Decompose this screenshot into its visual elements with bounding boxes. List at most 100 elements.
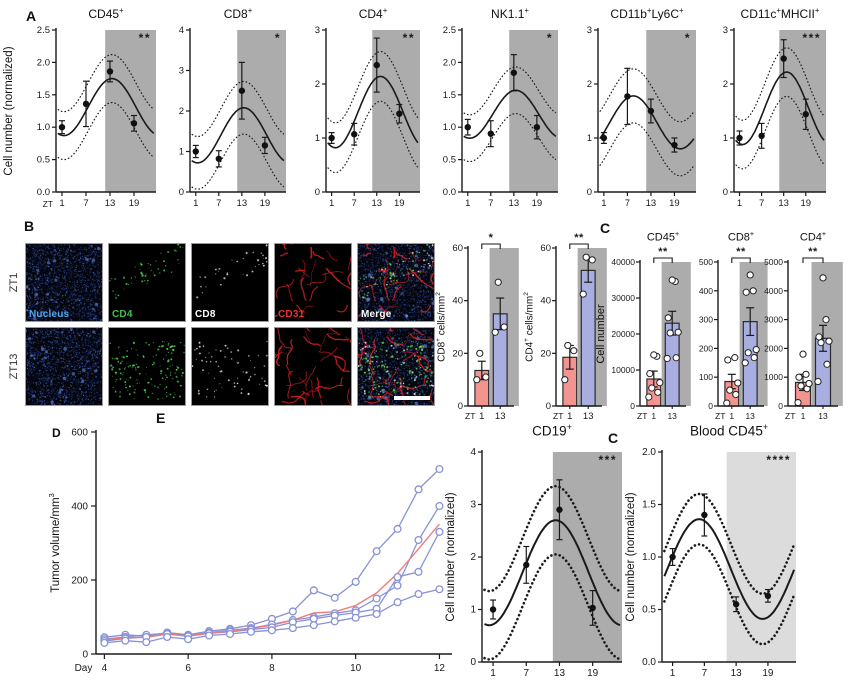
- y-axis-label: Cell number (normalized): [445, 492, 457, 622]
- svg-text:1: 1: [193, 198, 198, 209]
- chart-title: NK1.1+: [491, 6, 529, 21]
- svg-text:20: 20: [540, 348, 551, 359]
- svg-text:4000: 4000: [764, 286, 783, 296]
- svg-text:1: 1: [723, 133, 728, 144]
- svg-text:***: ***: [802, 31, 821, 45]
- chart-cosinor-nk11: 0.0 0.5 1.0 1.5 2.0 2.5 1 7 13 19 * NK1.1+: [430, 4, 562, 216]
- micro-zt1-merge: Merge: [357, 243, 435, 322]
- plot-area: 0.0 0.5 1.0 1.5 2.0 2.5 1 7 13 19 *: [443, 25, 558, 209]
- svg-text:1.0: 1.0: [37, 122, 50, 133]
- micro-zt1-cd31: CD31: [274, 243, 352, 322]
- channel-label-cd31: CD31: [278, 309, 305, 320]
- chart-bars-cd45-count: ** 0 10000 20000 30000 40000 1 13 ZT CD45+ Cell nu…: [594, 228, 694, 424]
- svg-text:0: 0: [470, 657, 476, 668]
- channel-label-merge: Merge: [361, 309, 392, 320]
- svg-text:0.5: 0.5: [443, 155, 456, 166]
- chart-title: CD4+: [799, 230, 827, 244]
- svg-text:19: 19: [260, 198, 271, 209]
- svg-text:*: *: [275, 31, 281, 45]
- svg-text:1.0: 1.0: [642, 552, 656, 563]
- svg-text:7: 7: [523, 668, 529, 679]
- svg-text:1: 1: [59, 198, 64, 209]
- svg-text:***: ***: [598, 453, 617, 467]
- svg-text:19: 19: [669, 198, 680, 209]
- svg-text:****: ****: [766, 453, 791, 467]
- chart-bars-cd4-density: ** 0 20 40 60 1 13 ZT CD4+ cells/mm2: [522, 228, 610, 424]
- svg-text:7: 7: [488, 198, 493, 209]
- svg-text:2: 2: [587, 79, 592, 90]
- svg-text:1: 1: [315, 133, 320, 144]
- svg-text:*: *: [685, 31, 691, 45]
- svg-text:60: 60: [540, 243, 551, 254]
- svg-text:ZT: ZT: [715, 411, 725, 421]
- svg-text:13: 13: [105, 198, 116, 209]
- svg-text:2: 2: [470, 552, 476, 563]
- svg-text:13: 13: [237, 198, 248, 209]
- svg-text:19: 19: [394, 198, 405, 209]
- plot-area: ** 0 1000 2000 3000 4000 5000 1 13 ZT: [764, 246, 843, 421]
- micro-zt1-nucleus: Nucleus: [25, 243, 103, 322]
- micro-zt13-merge: [357, 327, 435, 406]
- micro-zt13-nucleus: [25, 327, 103, 406]
- micro-image: [358, 244, 434, 321]
- svg-text:*: *: [489, 232, 494, 244]
- chart-title: CD45+: [88, 6, 124, 21]
- svg-text:500: 500: [699, 257, 713, 267]
- chart-title: Blood CD45+: [690, 422, 768, 439]
- svg-text:40: 40: [452, 296, 463, 307]
- svg-text:1.5: 1.5: [443, 90, 456, 101]
- svg-text:1: 1: [651, 411, 656, 421]
- chart-cosinor-cd19: 0 1 2 3 4 1 7 13 19 *** CD19+ Cell number (normaliz…: [444, 420, 628, 688]
- svg-text:1: 1: [729, 411, 734, 421]
- svg-text:400: 400: [699, 286, 713, 296]
- svg-text:13: 13: [495, 411, 506, 422]
- plot-area: ** 0 20 40 60 1 13 ZT: [540, 232, 607, 422]
- svg-text:40000: 40000: [611, 257, 635, 267]
- panel-label-d: D: [52, 426, 61, 440]
- svg-text:ZT: ZT: [43, 199, 53, 209]
- svg-text:**: **: [808, 246, 818, 258]
- svg-text:2.5: 2.5: [443, 25, 456, 36]
- svg-text:1.5: 1.5: [642, 500, 656, 511]
- svg-text:40: 40: [540, 296, 551, 307]
- svg-text:7: 7: [83, 198, 88, 209]
- svg-text:1: 1: [737, 198, 742, 209]
- svg-text:13: 13: [554, 668, 566, 679]
- panel-label-a: A: [26, 8, 37, 24]
- micro-image: [275, 244, 351, 321]
- svg-text:1: 1: [567, 411, 572, 422]
- svg-text:ZT: ZT: [553, 411, 563, 421]
- svg-text:3: 3: [315, 25, 320, 36]
- micro-image: [192, 328, 268, 405]
- svg-text:1: 1: [470, 605, 476, 616]
- svg-text:1.5: 1.5: [37, 90, 50, 101]
- svg-text:1: 1: [490, 668, 496, 679]
- svg-text:7: 7: [352, 198, 357, 209]
- micro-image: [26, 328, 102, 405]
- svg-text:2.0: 2.0: [443, 57, 456, 68]
- micro-zt1-cd4: CD4: [108, 243, 186, 322]
- chart-title: CD8+: [727, 230, 755, 244]
- svg-text:7: 7: [625, 198, 630, 209]
- chart-cosinor-cd11b-ly6c: 0 1 2 3 1 7 13 19 * CD11b+Ly6C+: [568, 4, 700, 216]
- micro-image: [275, 328, 351, 405]
- svg-text:1: 1: [801, 411, 806, 421]
- micro-zt1-cd8: CD8: [191, 243, 269, 322]
- panel-label-c2: C: [608, 430, 619, 446]
- y-axis-label: Tumor volume/mm3: [47, 493, 62, 593]
- svg-text:*: *: [547, 31, 553, 45]
- svg-text:0: 0: [723, 187, 728, 198]
- svg-text:3: 3: [587, 25, 592, 36]
- svg-text:0.0: 0.0: [443, 187, 456, 198]
- svg-text:13: 13: [667, 411, 677, 421]
- chart-cosinor-blood-cd45: 0.0 0.5 1.0 1.5 2.0 1 7 13 19 **** Blood CD45+ Cell…: [624, 420, 802, 688]
- svg-text:1: 1: [587, 133, 592, 144]
- chart-cosinor-cd8: 0 1 2 3 4 1 7 13 19 * CD8+: [166, 4, 290, 216]
- svg-text:1: 1: [465, 198, 470, 209]
- svg-text:ZT: ZT: [785, 411, 795, 421]
- svg-text:13: 13: [646, 198, 657, 209]
- svg-text:20: 20: [452, 348, 463, 359]
- svg-text:13: 13: [509, 198, 520, 209]
